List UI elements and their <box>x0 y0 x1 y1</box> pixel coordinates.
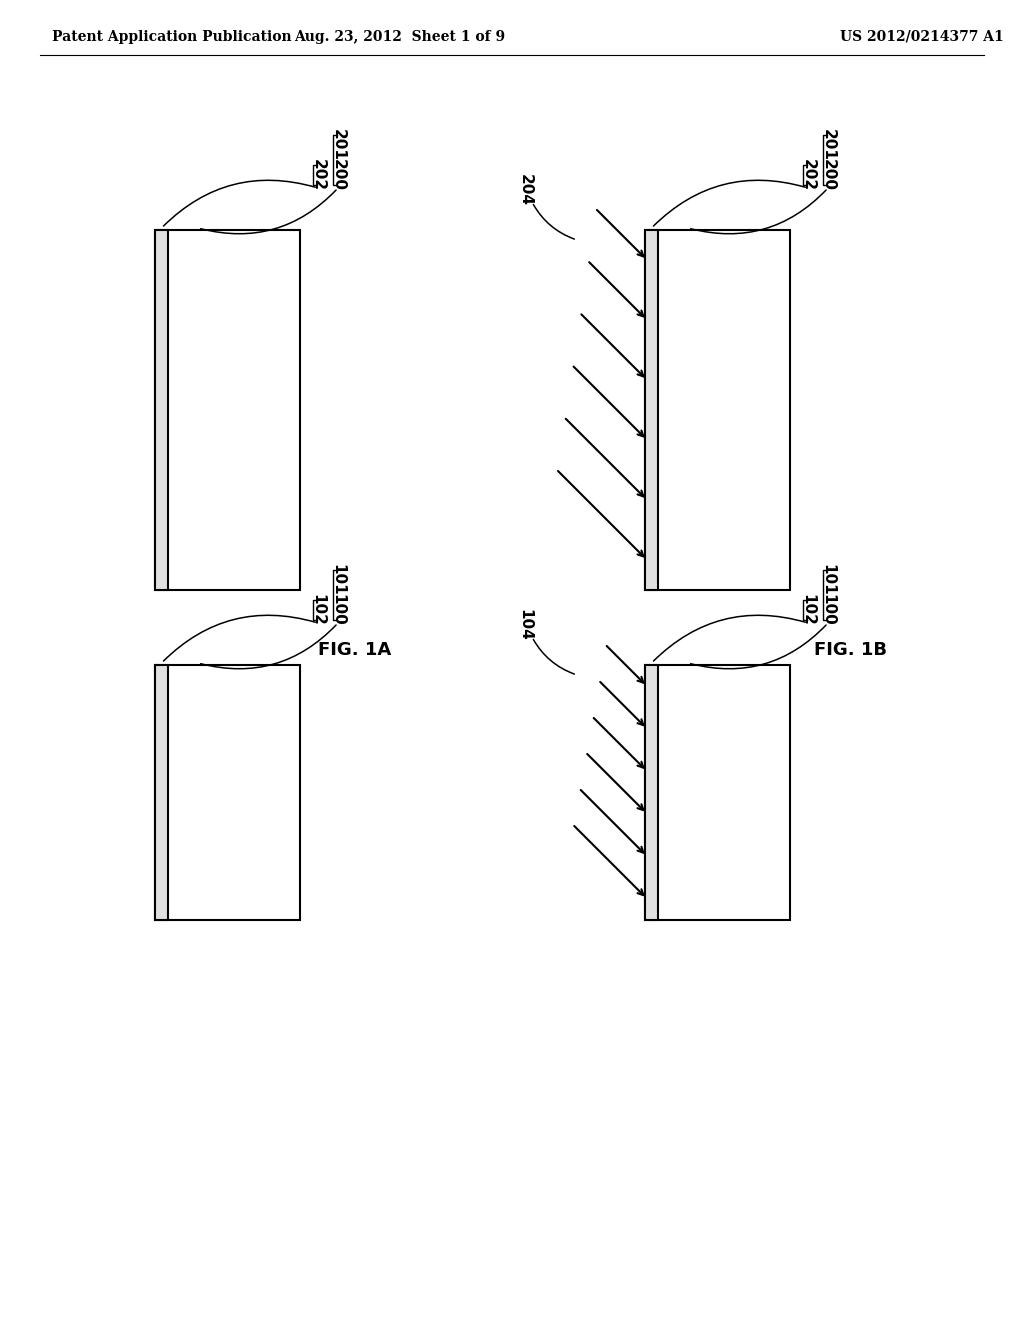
Bar <box>155 230 300 590</box>
Text: 202: 202 <box>310 158 326 191</box>
Text: 201: 201 <box>820 129 836 161</box>
Bar <box>645 665 790 920</box>
Text: 201: 201 <box>331 129 345 161</box>
Text: 102: 102 <box>310 594 326 626</box>
Bar <box>645 230 658 590</box>
Text: US 2012/0214377 A1: US 2012/0214377 A1 <box>840 30 1004 44</box>
Text: Patent Application Publication: Patent Application Publication <box>52 30 292 44</box>
Text: 104: 104 <box>517 609 532 642</box>
Bar <box>155 665 300 920</box>
Text: 202: 202 <box>801 158 815 191</box>
Bar <box>155 230 168 590</box>
Bar <box>645 230 790 590</box>
Bar <box>155 665 168 920</box>
Text: 102: 102 <box>801 594 815 626</box>
Text: FIG. 1B: FIG. 1B <box>813 642 887 659</box>
Text: 101: 101 <box>331 564 345 595</box>
Text: 100: 100 <box>331 594 345 626</box>
Text: 101: 101 <box>820 564 836 595</box>
Text: 200: 200 <box>331 158 345 191</box>
Bar <box>645 665 658 920</box>
Text: 204: 204 <box>517 174 532 206</box>
Text: 100: 100 <box>820 594 836 626</box>
Text: FIG. 1A: FIG. 1A <box>318 642 391 659</box>
Text: Aug. 23, 2012  Sheet 1 of 9: Aug. 23, 2012 Sheet 1 of 9 <box>295 30 506 44</box>
Text: 200: 200 <box>820 158 836 191</box>
